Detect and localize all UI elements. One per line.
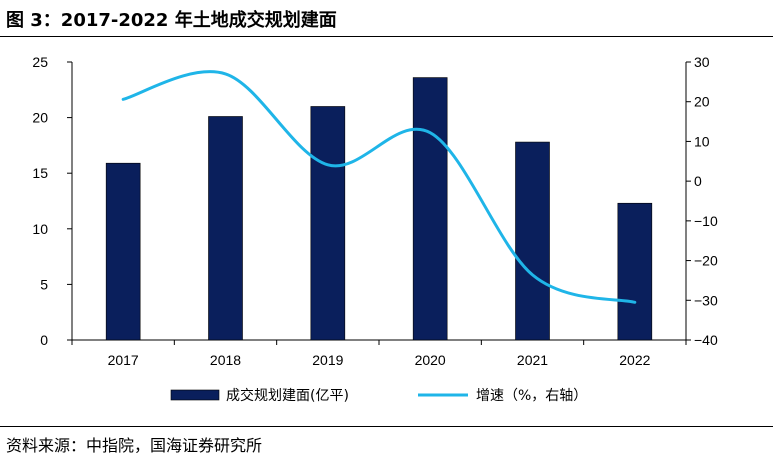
left-axis-tick-label: 15 [32,165,48,181]
line-series [121,70,637,304]
left-axis-ticks: 0 5 10 15 20 25 [32,54,72,348]
legend: 成交规划建面(亿平) 增速（%，右轴） [170,387,587,404]
x-axis-tick-label: 2022 [619,352,650,368]
right-axis-tick-label: −40 [694,332,718,348]
x-axis-tick-label: 2019 [312,352,343,368]
right-axis-tick-label: 10 [694,133,710,149]
left-axis-tick-label: 0 [40,332,48,348]
bar-2022 [617,202,653,341]
x-axis-tick-label: 2017 [108,352,139,368]
bar-2019 [310,106,346,341]
source-note: 资料来源：中指院，国海证券研究所 [6,436,263,455]
right-axis-tick-label: 20 [694,94,710,110]
bar-2021 [515,141,550,341]
x-axis-tick-label: 2018 [210,352,241,368]
right-axis-tick-label: −10 [694,213,718,229]
left-axis-tick-label: 25 [32,54,48,70]
right-axis-tick-label: −20 [694,253,718,269]
right-axis-tick-label: 0 [694,173,702,189]
bar-2018 [208,116,243,341]
left-axis-tick-label: 5 [40,276,48,292]
right-axis-tick-label: 30 [694,54,710,70]
x-axis-labels: 2017 2018 2019 2020 2021 2022 [71,340,687,368]
bar-series [105,77,653,341]
left-axis-tick-label: 10 [32,221,48,237]
right-axis-ticks: −40 −30 −20 −10 0 10 20 30 [686,54,718,348]
title-divider [0,36,773,37]
x-axis-tick-label: 2020 [415,352,446,368]
chart-title: 图 3：2017-2022 年土地成交规划建面 [6,10,337,31]
legend-bar-label: 成交规划建面(亿平) [226,387,349,404]
source-divider [0,426,773,427]
growth-rate-line [121,70,637,304]
right-axis-tick-label: −30 [694,292,718,308]
left-axis-tick-label: 20 [32,110,48,126]
bar-2020 [412,77,448,341]
legend-bar-swatch [170,389,220,401]
x-axis-tick-label: 2021 [517,352,548,368]
bar-2017 [105,162,141,341]
legend-line-label: 增速（%，右轴） [476,388,587,404]
